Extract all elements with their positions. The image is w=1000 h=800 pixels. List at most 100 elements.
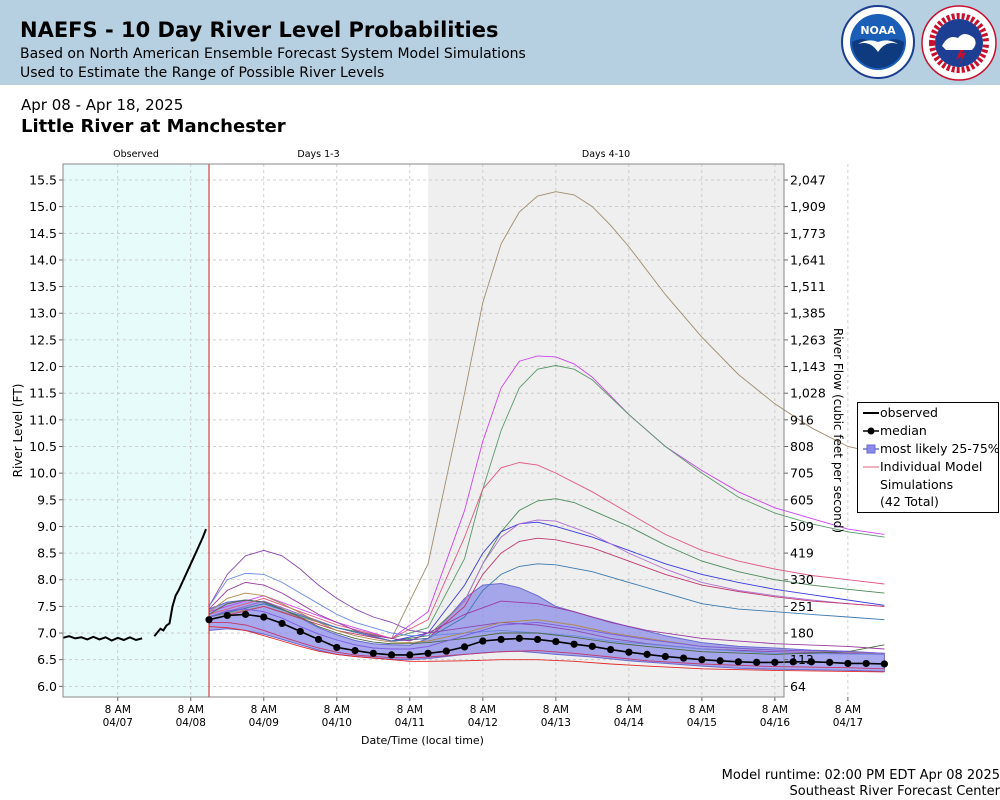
median-point bbox=[241, 610, 250, 618]
x-tick-date: 04/10 bbox=[322, 717, 352, 729]
median-point bbox=[333, 643, 341, 652]
simulation-line bbox=[208, 599, 885, 655]
y-tick-label: 9.0 bbox=[37, 519, 57, 534]
x-tick-date: 04/12 bbox=[468, 717, 498, 729]
median-point bbox=[205, 616, 213, 624]
median-point bbox=[552, 637, 560, 646]
simulation-line bbox=[208, 462, 885, 639]
median-point bbox=[387, 651, 396, 659]
legend-individual-label-2: Simulations bbox=[880, 477, 954, 492]
y2-tick-label: 916 bbox=[790, 412, 814, 427]
x-tick-label: 8 AM bbox=[616, 704, 642, 716]
median-point bbox=[862, 659, 870, 668]
river-level-chart: Observed Days 1-3 Days 4-10 6.0 6.5 7.0 7.5 8.0… bbox=[11, 149, 888, 747]
median-point bbox=[296, 627, 304, 636]
median-point bbox=[314, 635, 323, 644]
period-label: Observed bbox=[113, 149, 159, 160]
y-axis-label: River Level (FT) bbox=[11, 384, 25, 478]
median-point bbox=[442, 647, 450, 655]
noaa-logo[interactable]: NOAA bbox=[840, 4, 916, 80]
x-tick-label: 8 AM bbox=[178, 704, 204, 716]
median-point bbox=[789, 658, 797, 666]
observed-period-shading bbox=[63, 164, 210, 697]
y-tick-label: 11.0 bbox=[29, 412, 57, 427]
y2-tick-label: 64 bbox=[790, 679, 806, 694]
x-tick-label: 8 AM bbox=[397, 704, 423, 716]
median-point bbox=[260, 613, 268, 621]
y2-tick-label: 419 bbox=[790, 546, 814, 561]
period-label: Days 1-3 bbox=[297, 149, 339, 160]
legend-likely-swatch bbox=[863, 444, 879, 454]
x-tick-label: 8 AM bbox=[689, 704, 715, 716]
header-banner: NAEFS - 10 Day River Level Probabilities… bbox=[0, 0, 1000, 85]
legend-individual-total: (42 Total) bbox=[880, 494, 939, 509]
y-tick-label: 12.5 bbox=[29, 332, 57, 347]
median-point bbox=[844, 659, 852, 668]
median-point bbox=[606, 645, 615, 654]
median-point bbox=[533, 635, 542, 644]
median-point bbox=[369, 649, 377, 657]
y2-tick-label: 113 bbox=[790, 652, 814, 667]
median-point bbox=[515, 634, 523, 642]
svg-text:NOAA: NOAA bbox=[860, 24, 896, 37]
median-point bbox=[406, 651, 414, 659]
median-point bbox=[351, 647, 359, 655]
median-point bbox=[826, 658, 834, 666]
x-axis-label: Date/Time (local time) bbox=[361, 734, 484, 747]
chart-legend: observed median most likely 25-75% Indiv… bbox=[857, 402, 1000, 513]
page-title: NAEFS - 10 Day River Level Probabilities bbox=[20, 18, 499, 42]
plot-frame bbox=[62, 163, 785, 698]
y-tick-label: 14.0 bbox=[29, 252, 57, 267]
y-tick-label: 10.5 bbox=[29, 439, 57, 454]
legend-individual-swatch bbox=[863, 466, 879, 468]
x-tick-date: 04/13 bbox=[541, 717, 571, 729]
median-point bbox=[625, 648, 633, 656]
y2-tick-label: 509 bbox=[790, 519, 814, 534]
y2-tick-label: 1,909 bbox=[790, 199, 826, 214]
y-tick-label: 14.5 bbox=[29, 226, 57, 241]
y2-axis-label: River Flow (cubic feet per second) bbox=[831, 328, 845, 533]
y2-tick-label: 1,641 bbox=[790, 252, 826, 267]
y2-tick-label: 330 bbox=[790, 572, 814, 587]
y-tick-label: 9.5 bbox=[37, 492, 57, 507]
median-point bbox=[570, 640, 578, 648]
x-tick-date: 04/16 bbox=[760, 717, 791, 729]
simulation-line bbox=[208, 626, 885, 673]
y-tick-label: 11.5 bbox=[29, 386, 57, 401]
date-range: Apr 08 - Apr 18, 2025 bbox=[21, 96, 184, 114]
station-name: Little River at Manchester bbox=[21, 116, 286, 137]
median-point bbox=[460, 643, 469, 651]
x-tick-date: 04/08 bbox=[176, 717, 206, 729]
x-tick-date: 04/07 bbox=[103, 717, 133, 729]
y-tick-label: 7.0 bbox=[37, 626, 57, 641]
simulation-line bbox=[208, 572, 885, 655]
simulation-line bbox=[208, 581, 885, 650]
observed-line bbox=[153, 528, 207, 637]
x-tick-label: 8 AM bbox=[470, 704, 496, 716]
median-point bbox=[278, 619, 286, 628]
median-point bbox=[716, 657, 724, 665]
y2-tick-label: 1,263 bbox=[790, 332, 826, 347]
x-tick-label: 8 AM bbox=[251, 704, 277, 716]
model-runtime: Model runtime: 02:00 PM EDT Apr 08 2025 bbox=[721, 768, 1000, 783]
x-tick-label: 8 AM bbox=[105, 704, 131, 716]
y-tick-label: 8.5 bbox=[37, 546, 57, 561]
y2-tick-label: 251 bbox=[790, 599, 814, 614]
legend-observed-label: observed bbox=[880, 405, 938, 420]
y-tick-label: 7.5 bbox=[37, 599, 57, 614]
y-tick-label: 10.0 bbox=[29, 466, 57, 481]
simulation-line bbox=[208, 608, 885, 654]
page-subtitle: Based on North American Ensemble Forecas… bbox=[20, 46, 526, 62]
x-tick-label: 8 AM bbox=[762, 704, 788, 716]
x-tick-label: 8 AM bbox=[324, 704, 350, 716]
simulation-line bbox=[208, 563, 885, 642]
y2-tick-label: 1,511 bbox=[790, 279, 826, 294]
median-point bbox=[424, 649, 432, 657]
y2-tick-label: 2,047 bbox=[790, 172, 826, 187]
median-point bbox=[753, 658, 761, 666]
simulation-line bbox=[208, 592, 885, 654]
nws-logo[interactable] bbox=[920, 4, 998, 82]
x-tick-date: 04/11 bbox=[395, 717, 425, 729]
median-point bbox=[588, 642, 596, 650]
y2-tick-label: 1,143 bbox=[790, 359, 826, 374]
